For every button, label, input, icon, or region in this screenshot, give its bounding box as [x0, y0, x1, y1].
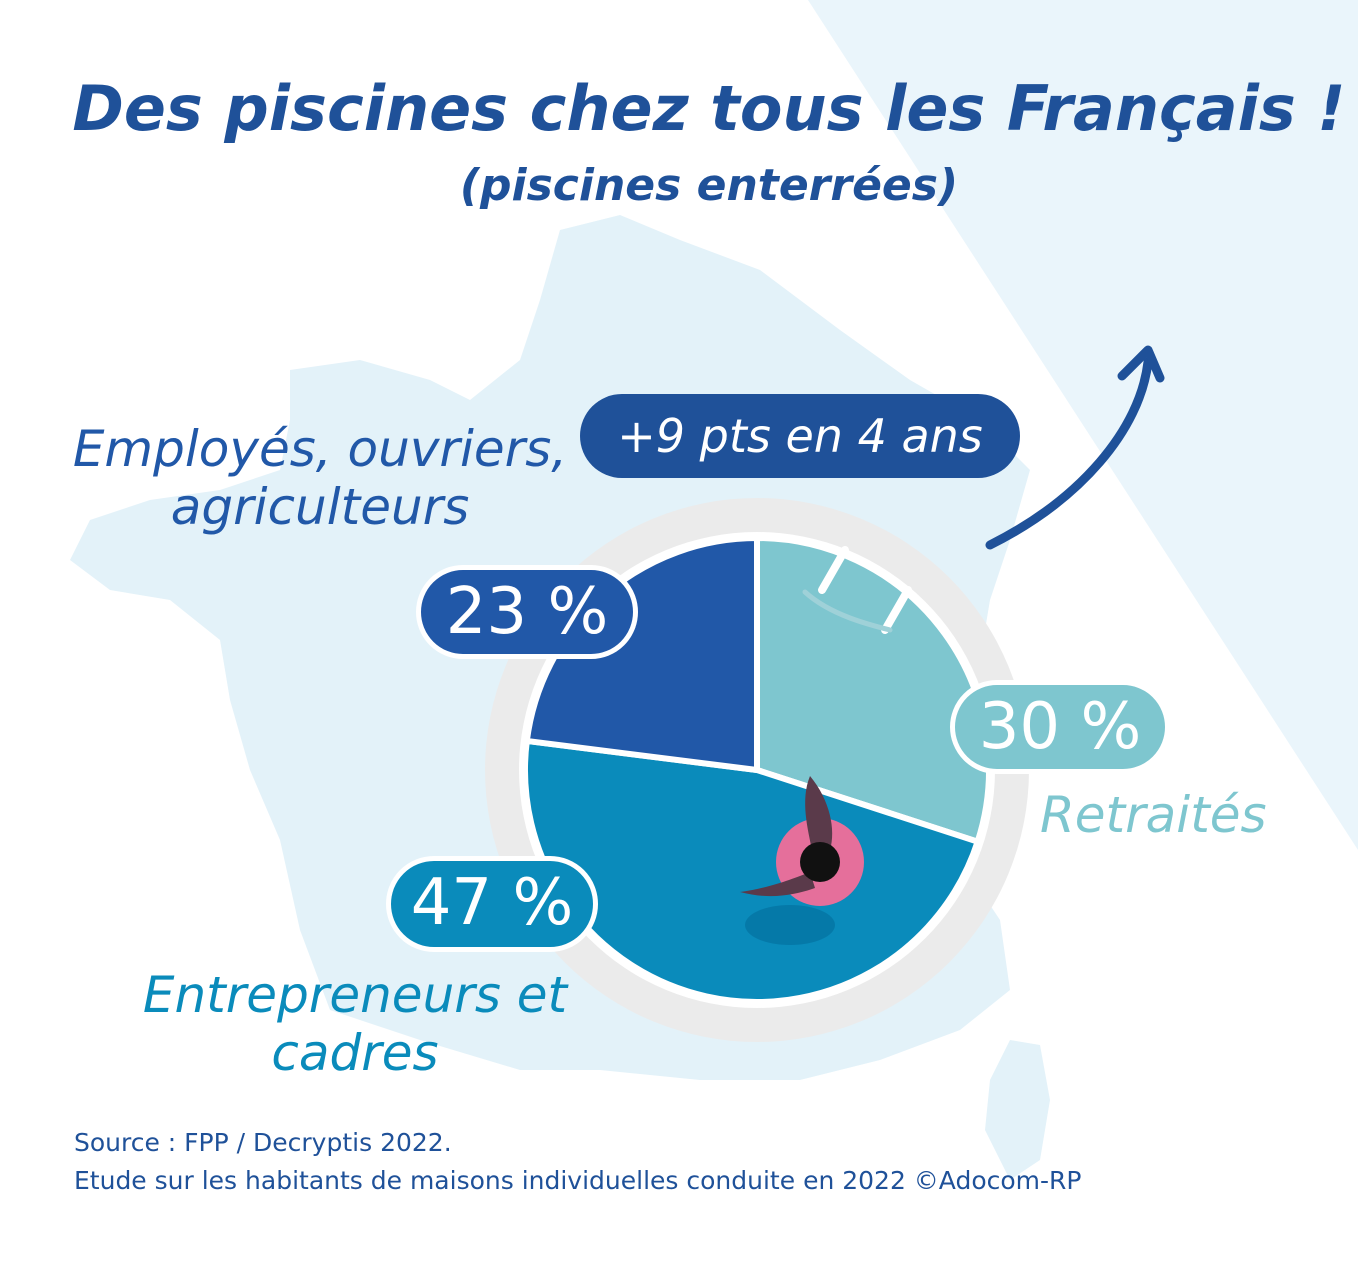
- pie-slice-retraites: [754, 535, 992, 845]
- category-label-entrepreneurs: Entrepreneurs et cadres: [142, 966, 568, 1082]
- chart-subtitle: (piscines enterrées): [459, 160, 959, 211]
- corsica-island: [985, 1040, 1050, 1180]
- data-label-entrepreneurs: 47 %: [386, 856, 598, 952]
- chart-title: Des piscines chez tous les Français !: [72, 72, 1346, 145]
- source-line-1: Source : FPP / Decryptis 2022.: [74, 1128, 452, 1157]
- swimmer-on-donut-icon: [740, 776, 864, 945]
- pie-slice-entrepreneurs: [522, 737, 981, 1006]
- pool-ladder-icon: [802, 546, 912, 634]
- background-light-band: [808, 0, 1358, 850]
- data-label-employes: 23 %: [416, 565, 638, 659]
- trend-arrow: [985, 357, 1153, 550]
- trend-badge: +9 pts en 4 ans: [580, 394, 1020, 478]
- trend-arrow-head: [1117, 345, 1165, 383]
- data-label-retraites: 30 %: [950, 680, 1170, 774]
- source-note: Source : FPP / Decryptis 2022. Etude sur…: [74, 1124, 1082, 1200]
- category-label-employes: Employés, ouvriers, agriculteurs: [72, 420, 568, 536]
- source-line-2: Etude sur les habitants de maisons indiv…: [74, 1166, 1082, 1195]
- category-label-retraites: Retraités: [1040, 786, 1267, 844]
